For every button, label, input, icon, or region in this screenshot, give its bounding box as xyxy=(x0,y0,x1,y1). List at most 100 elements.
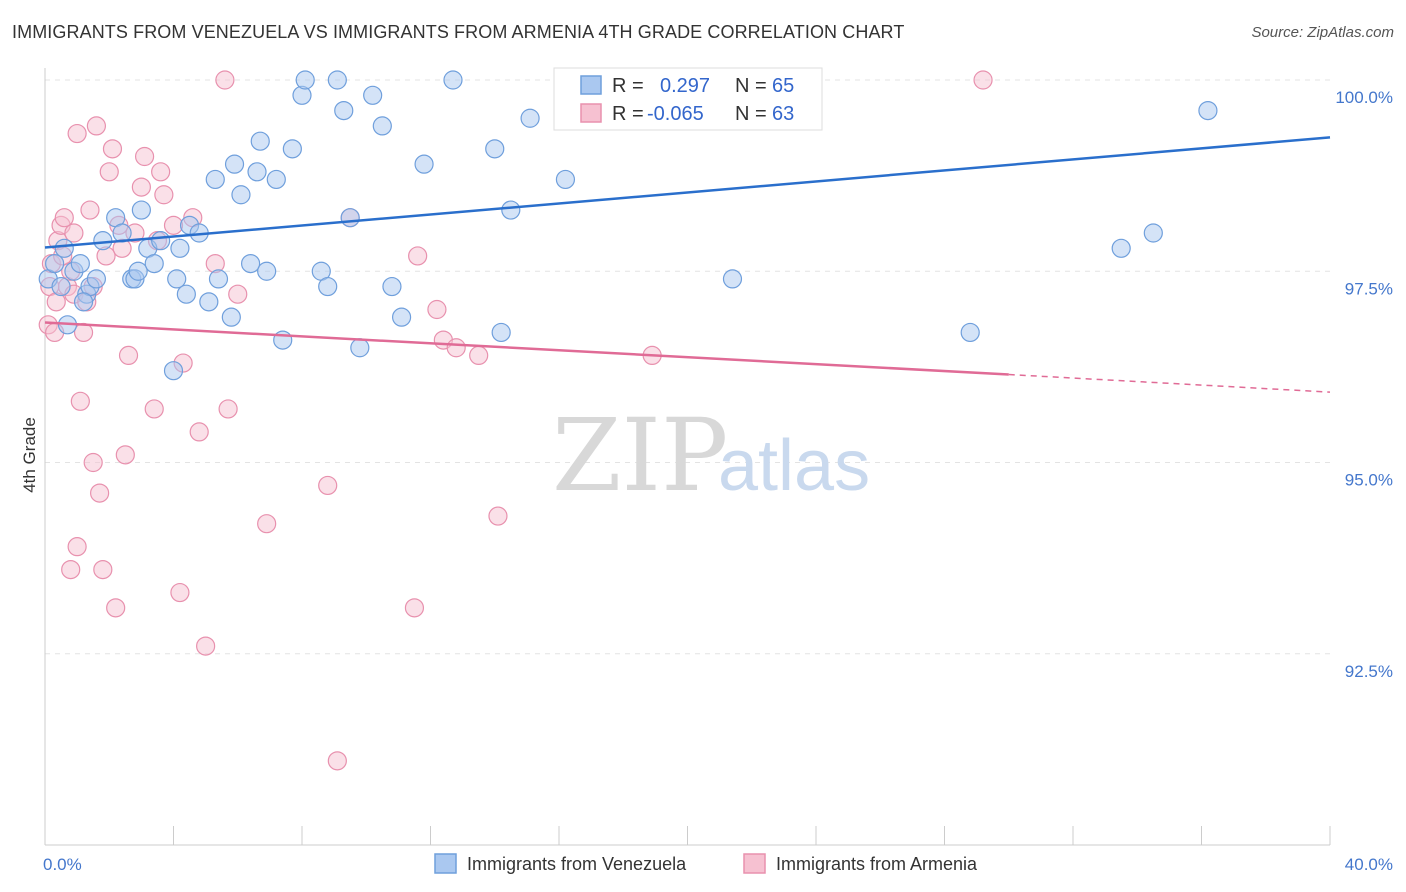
venezuela-point xyxy=(520,108,540,128)
venezuela-points xyxy=(38,70,1218,381)
source-text: Source: ZipAtlas.com xyxy=(1251,24,1394,41)
armenia-point xyxy=(54,208,74,228)
venezuela-point xyxy=(555,169,576,190)
armenia-point xyxy=(404,598,425,618)
venezuela-point xyxy=(54,238,74,258)
armenia-point xyxy=(151,162,171,182)
armenia-point xyxy=(154,185,174,205)
venezuela-point xyxy=(318,276,338,297)
venezuela-point xyxy=(51,276,71,297)
bottom-legend-venezuela-label: Immigrants from Venezuela xyxy=(467,854,687,874)
legend-venezuela-swatch xyxy=(580,75,602,95)
venezuela-point xyxy=(45,254,65,274)
armenia-point xyxy=(170,582,190,603)
armenia-point xyxy=(83,452,103,473)
armenia-trend-extension xyxy=(1008,373,1331,393)
venezuela-point xyxy=(208,269,229,289)
venezuela-point xyxy=(205,169,225,190)
venezuela-point xyxy=(231,185,251,205)
venezuela-point xyxy=(1143,223,1163,243)
venezuela-point xyxy=(176,284,196,304)
venezuela-point xyxy=(86,269,107,289)
armenia-point xyxy=(446,338,466,358)
armenia-point xyxy=(86,116,107,136)
venezuela-point xyxy=(340,208,360,228)
legend-armenia-n-label: N = xyxy=(735,103,767,125)
venezuela-point xyxy=(163,361,184,381)
venezuela-point xyxy=(485,139,505,159)
armenia-point xyxy=(257,514,277,534)
legend-venezuela-n-label: N = xyxy=(735,75,767,97)
venezuela-point xyxy=(128,261,148,281)
armenia-points xyxy=(38,70,993,771)
legend-bottom: Immigrants from Venezuela Immigrants fro… xyxy=(434,853,978,874)
armenia-trend-line xyxy=(44,321,1009,376)
venezuela-point xyxy=(93,231,113,251)
armenia-point xyxy=(90,483,110,503)
armenia-point xyxy=(469,345,489,365)
trend-layer xyxy=(44,136,1331,393)
armenia-point xyxy=(67,123,87,144)
venezuela-point xyxy=(501,200,521,220)
x-tick-label-min: 0.0% xyxy=(43,855,82,874)
axis-layer: 0.0% 40.0% xyxy=(43,68,1393,874)
armenia-point xyxy=(106,598,126,618)
venezuela-point xyxy=(363,85,383,105)
y-tick-label: 100.0% xyxy=(1335,88,1393,107)
venezuela-point xyxy=(73,292,94,312)
venezuela-point xyxy=(241,254,261,274)
legend-armenia-r-label: R = xyxy=(612,103,644,125)
venezuela-point xyxy=(491,322,511,343)
armenia-point xyxy=(973,70,993,90)
bottom-legend-armenia-label: Immigrants from Armenia xyxy=(776,854,978,874)
armenia-point xyxy=(61,559,81,580)
y-tick-label: 95.0% xyxy=(1345,471,1393,490)
venezuela-point xyxy=(224,154,245,174)
armenia-point xyxy=(163,215,184,235)
armenia-point xyxy=(64,223,84,243)
armenia-point xyxy=(318,475,338,496)
venezuela-trend-line xyxy=(44,136,1331,249)
bottom-legend-venezuela-swatch xyxy=(434,853,457,874)
legend-venezuela-r-value: 0.297 xyxy=(660,75,710,97)
bottom-legend-armenia-swatch xyxy=(743,853,766,874)
venezuela-point xyxy=(372,116,392,136)
venezuela-point xyxy=(282,139,302,159)
y-axis-label: 4th Grade xyxy=(20,417,39,493)
venezuela-point xyxy=(167,269,187,289)
armenia-point xyxy=(228,284,248,304)
venezuela-point xyxy=(144,254,164,274)
venezuela-point xyxy=(414,154,434,174)
y-tick-label: 97.5% xyxy=(1345,279,1393,298)
watermark: ZIP atlas xyxy=(552,397,870,514)
armenia-point xyxy=(408,246,428,266)
venezuela-point xyxy=(1198,100,1218,121)
venezuela-point xyxy=(1111,238,1131,258)
venezuela-point xyxy=(257,261,277,281)
chart-title: IMMIGRANTS FROM VENEZUELA VS IMMIGRANTS … xyxy=(12,22,905,42)
venezuela-point xyxy=(131,200,151,220)
watermark-atlas: atlas xyxy=(718,426,870,506)
venezuela-point xyxy=(443,70,463,90)
venezuela-point xyxy=(247,162,267,182)
venezuela-point xyxy=(151,231,171,251)
venezuela-point xyxy=(199,292,219,312)
armenia-point xyxy=(134,146,155,167)
venezuela-point xyxy=(722,269,743,289)
venezuela-point xyxy=(250,131,270,151)
armenia-point xyxy=(218,399,238,419)
armenia-point xyxy=(196,636,216,656)
armenia-point xyxy=(93,559,113,580)
legend-venezuela-n-value: 65 xyxy=(772,75,794,97)
armenia-point xyxy=(70,391,90,411)
venezuela-point xyxy=(295,70,315,90)
venezuela-point xyxy=(221,307,241,327)
x-tick-label-max: 40.0% xyxy=(1345,855,1393,874)
armenia-point xyxy=(327,751,347,771)
venezuela-point xyxy=(70,254,90,274)
armenia-point xyxy=(427,299,447,320)
armenia-point xyxy=(488,506,508,526)
watermark-zip: ZIP xyxy=(552,397,728,514)
venezuela-point xyxy=(960,322,980,343)
